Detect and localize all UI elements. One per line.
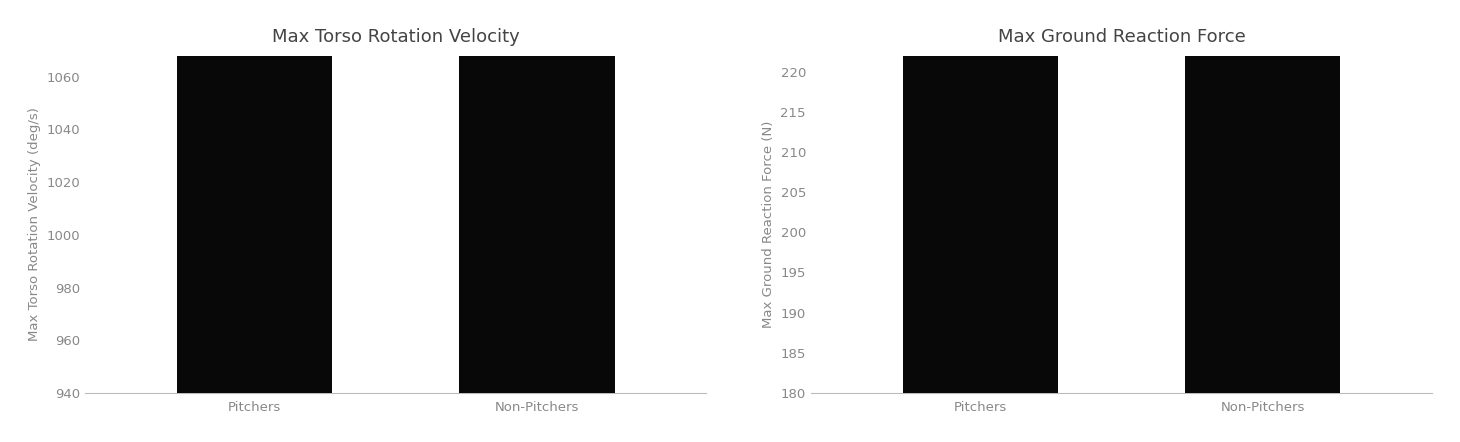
Y-axis label: Max Torso Rotation Velocity (deg/s): Max Torso Rotation Velocity (deg/s) xyxy=(28,107,41,341)
Y-axis label: Max Ground Reaction Force (N): Max Ground Reaction Force (N) xyxy=(762,121,775,328)
Bar xyxy=(177,0,331,393)
Bar xyxy=(460,0,615,393)
Bar xyxy=(902,0,1058,393)
Title: Max Ground Reaction Force: Max Ground Reaction Force xyxy=(997,28,1245,46)
Title: Max Torso Rotation Velocity: Max Torso Rotation Velocity xyxy=(272,28,520,46)
Bar xyxy=(1186,0,1340,393)
